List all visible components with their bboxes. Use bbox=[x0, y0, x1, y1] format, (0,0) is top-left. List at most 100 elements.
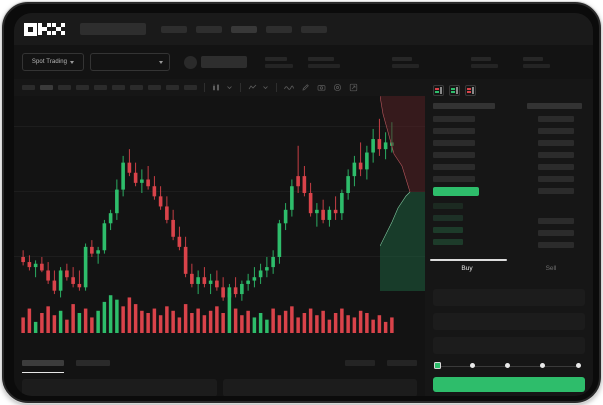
nav-item-1[interactable] bbox=[161, 25, 187, 33]
market-type-dropdown[interactable]: Spot Trading bbox=[22, 53, 84, 71]
stat-label bbox=[265, 56, 287, 61]
chevron-down-icon bbox=[159, 60, 163, 64]
stat-value bbox=[265, 63, 293, 68]
indicator-icon[interactable] bbox=[248, 83, 257, 92]
orderbook-ask-row[interactable] bbox=[433, 176, 475, 182]
pair-name-placeholder bbox=[201, 56, 247, 68]
orderbook-mode-both[interactable] bbox=[433, 85, 444, 96]
interval-button-10[interactable] bbox=[184, 85, 197, 90]
interval-button-9[interactable] bbox=[166, 85, 179, 90]
toolbar-divider bbox=[276, 83, 277, 92]
orderbook-trade-panel: Buy Sell bbox=[425, 79, 593, 396]
logo-glyph-x bbox=[52, 22, 65, 36]
orderbook-ask-row[interactable] bbox=[433, 116, 475, 122]
okx-logo[interactable] bbox=[24, 22, 65, 36]
orders-action-1[interactable] bbox=[345, 360, 375, 366]
interval-button-5[interactable] bbox=[94, 85, 107, 90]
orderbook-bid-row[interactable] bbox=[433, 239, 463, 245]
chevron-down-icon[interactable] bbox=[262, 84, 269, 91]
orderbook-size-row bbox=[538, 188, 574, 194]
order-total-field[interactable] bbox=[433, 337, 585, 354]
logo-glyph-k bbox=[38, 22, 51, 36]
depth-chart-overlay bbox=[380, 96, 425, 291]
orderbook-bid-row[interactable] bbox=[433, 215, 463, 221]
orderbook-bid-row[interactable] bbox=[433, 227, 463, 233]
camera-icon[interactable] bbox=[317, 83, 326, 92]
active-tab-indicator bbox=[430, 259, 507, 261]
stat-label bbox=[523, 56, 543, 61]
orderbook-ask-row[interactable] bbox=[433, 164, 475, 170]
order-book[interactable] bbox=[425, 101, 593, 256]
fullscreen-icon[interactable] bbox=[349, 83, 358, 92]
orderbook-mode-asks[interactable] bbox=[465, 85, 476, 96]
chart-gridline bbox=[14, 191, 425, 192]
orderbook-size-row bbox=[538, 140, 574, 146]
stat-value bbox=[471, 63, 498, 68]
candlestick-series bbox=[21, 118, 394, 305]
interval-button-2[interactable] bbox=[40, 85, 53, 90]
orderbook-size-row bbox=[538, 164, 574, 170]
pencil-icon[interactable] bbox=[301, 83, 310, 92]
tab-open-orders[interactable] bbox=[22, 360, 64, 373]
tab-buy[interactable]: Buy bbox=[461, 265, 473, 272]
price-chart-area[interactable] bbox=[14, 96, 425, 353]
orderbook-mode-bids[interactable] bbox=[449, 85, 460, 96]
nav-item-3[interactable] bbox=[231, 25, 257, 33]
chevron-down-icon bbox=[70, 60, 75, 64]
brand-title-placeholder bbox=[80, 23, 146, 35]
interval-button-4[interactable] bbox=[76, 85, 89, 90]
trading-pair-dropdown[interactable] bbox=[90, 53, 170, 71]
orderbook-last-price[interactable] bbox=[433, 187, 479, 196]
settings-icon[interactable] bbox=[333, 83, 342, 92]
ticker-stat-1 bbox=[265, 56, 293, 68]
nav-item-5[interactable] bbox=[301, 25, 327, 33]
orderbook-mode-asks-icon bbox=[467, 87, 471, 94]
wave-icon[interactable] bbox=[284, 84, 294, 92]
orderbook-size-row bbox=[538, 176, 574, 182]
orderbook-mode-both-icon bbox=[435, 87, 439, 94]
order-amount-field[interactable] bbox=[433, 313, 585, 330]
interval-button-3[interactable] bbox=[58, 85, 71, 90]
app-screen: Spot Trading bbox=[14, 13, 593, 396]
orders-card-1[interactable] bbox=[22, 379, 217, 396]
orderbook-size-row bbox=[538, 116, 574, 122]
ticker-stat-4 bbox=[471, 56, 498, 68]
orders-action-2[interactable] bbox=[387, 360, 417, 366]
orderbook-size-row bbox=[538, 128, 574, 134]
interval-button-6[interactable] bbox=[112, 85, 125, 90]
order-price-field[interactable] bbox=[433, 289, 585, 306]
tab-order-history[interactable] bbox=[76, 360, 110, 366]
orders-card-2[interactable] bbox=[222, 379, 417, 396]
orderbook-size-row bbox=[538, 242, 574, 248]
orders-tabs-bar bbox=[14, 353, 425, 373]
orderbook-ask-row[interactable] bbox=[433, 128, 475, 134]
tab-sell[interactable]: Sell bbox=[545, 265, 557, 272]
orderbook-size-row bbox=[538, 230, 574, 236]
interval-button-8[interactable] bbox=[148, 85, 161, 90]
orderbook-bid-row[interactable] bbox=[433, 203, 463, 209]
slider-node-25[interactable] bbox=[470, 363, 475, 368]
buy-sell-tabs: Buy Sell bbox=[425, 259, 593, 283]
slider-node-75[interactable] bbox=[540, 363, 545, 368]
interval-button-7[interactable] bbox=[130, 85, 143, 90]
logo-glyph-o bbox=[24, 22, 37, 36]
chevron-down-icon[interactable] bbox=[226, 84, 233, 91]
stat-label bbox=[471, 56, 491, 61]
ticker-stat-2 bbox=[308, 56, 340, 68]
orderbook-ask-row[interactable] bbox=[433, 140, 475, 146]
slider-handle[interactable] bbox=[434, 362, 441, 369]
slider-node-50[interactable] bbox=[505, 363, 510, 368]
slider-node-100[interactable] bbox=[576, 363, 581, 368]
toolbar-divider bbox=[240, 83, 241, 92]
nav-item-2[interactable] bbox=[196, 25, 222, 33]
submit-order-button[interactable] bbox=[433, 377, 585, 392]
nav-item-4[interactable] bbox=[266, 25, 292, 33]
ticker-bar: Spot Trading bbox=[14, 45, 593, 79]
interval-button-1[interactable] bbox=[22, 85, 35, 90]
stat-label bbox=[308, 56, 334, 61]
candlestick-type-icon[interactable] bbox=[212, 83, 221, 92]
orderbook-ask-row[interactable] bbox=[433, 152, 475, 158]
amount-percent-slider[interactable] bbox=[434, 361, 584, 371]
chart-gridline bbox=[14, 256, 425, 257]
